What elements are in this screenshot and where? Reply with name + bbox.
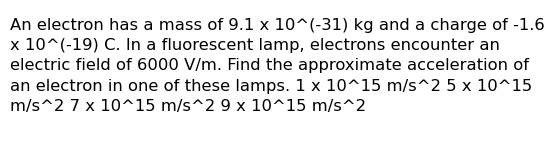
Text: An electron has a mass of 9.1 x 10^(-31) kg and a charge of -1.6
x 10^(-19) C. I: An electron has a mass of 9.1 x 10^(-31)… (10, 18, 545, 114)
